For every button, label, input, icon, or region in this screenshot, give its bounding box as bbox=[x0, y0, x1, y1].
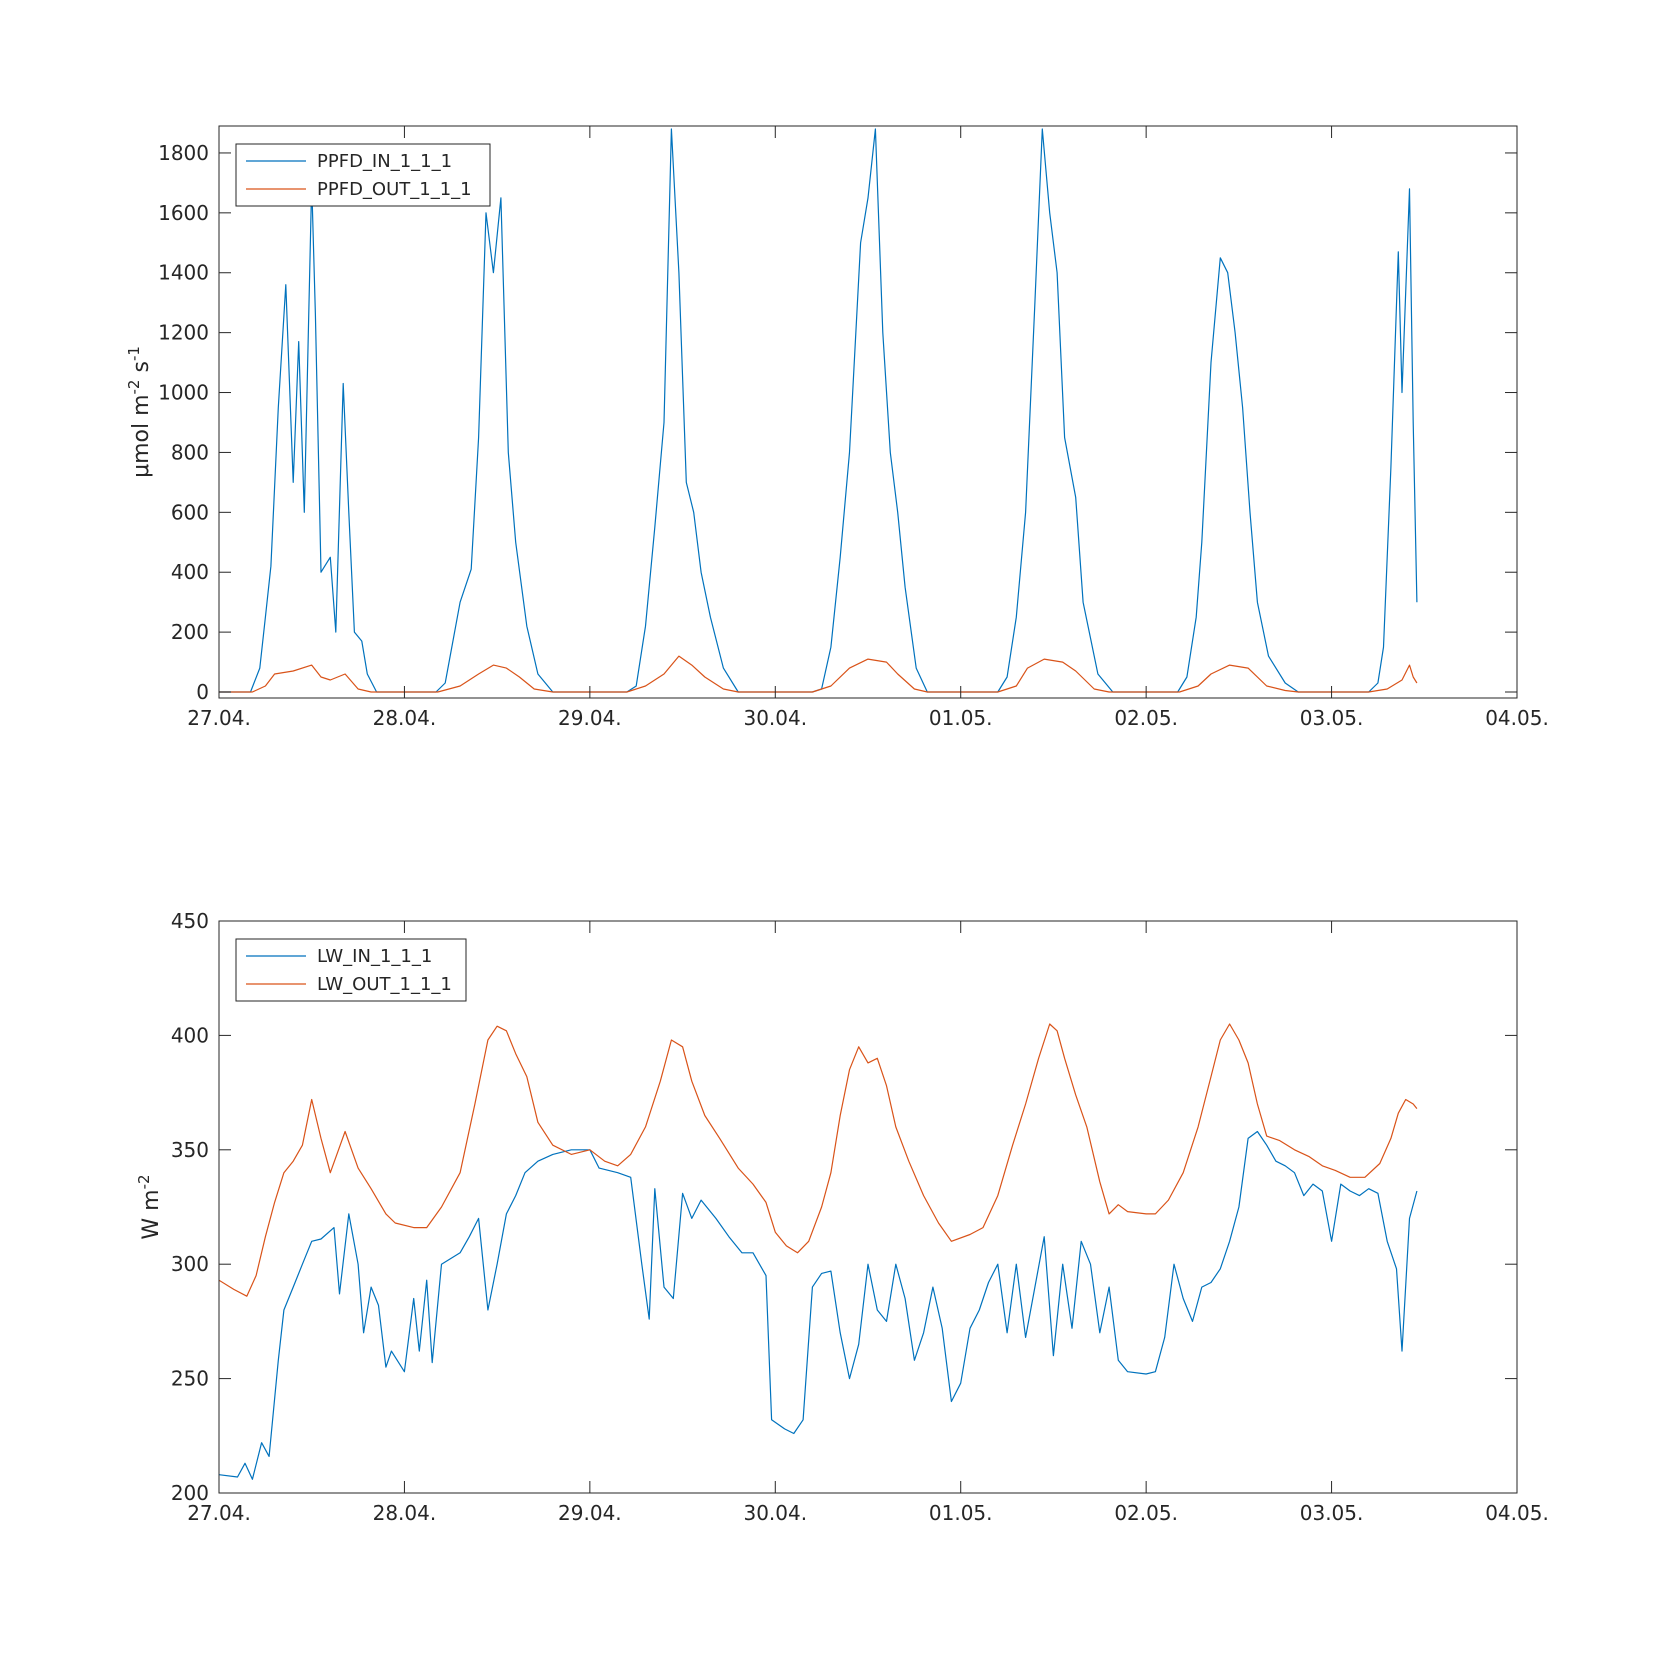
chart-1-ytick-label: 300 bbox=[171, 1252, 209, 1276]
chart-1-legend-box bbox=[235, 938, 467, 1002]
chart-0-ytick-label: 600 bbox=[171, 500, 209, 524]
chart-0-ytick-label: 400 bbox=[171, 560, 209, 584]
chart-0-xtick-label: 03.05. bbox=[1300, 706, 1364, 730]
chart-1-xtick-label: 29.04. bbox=[558, 1501, 622, 1525]
chart-0-legend-label: PPFD_OUT_1_1_1 bbox=[317, 179, 472, 200]
chart-0-ytick-label: 1400 bbox=[158, 261, 209, 285]
chart-1-ytick-label: 250 bbox=[171, 1367, 209, 1391]
chart-1-ytick-label: 350 bbox=[171, 1138, 209, 1162]
chart-1-ytick-label: 400 bbox=[171, 1023, 209, 1047]
chart-0-series-line-ppfd-out-1-1-1 bbox=[219, 655, 1418, 693]
chart-1-xtick-label: 01.05. bbox=[929, 1501, 993, 1525]
chart-0-legend-box bbox=[235, 143, 491, 207]
ppfd-chart: 0 200 400 600 800 1000 1200 1400 1600 1800 27.04. 2… bbox=[125, 125, 1549, 730]
chart-1-series-line-lw-out-1-1-1 bbox=[219, 1023, 1418, 1297]
chart-0-ytick-label: 1800 bbox=[158, 141, 209, 165]
chart-0-axes-box bbox=[218, 125, 1518, 699]
chart-0-ylabel: μmol m-2 s-1 bbox=[125, 346, 154, 478]
chart-1-legend-label: LW_OUT_1_1_1 bbox=[317, 974, 452, 995]
chart-0-ytick-label: 0 bbox=[196, 680, 209, 704]
chart-0-legend: PPFD_IN_1_1_1 PPFD_OUT_1_1_1 bbox=[235, 143, 491, 207]
chart-1-ytick-label: 450 bbox=[171, 909, 209, 933]
chart-1-xtick-label: 04.05. bbox=[1485, 1501, 1549, 1525]
chart-1-xtick-label: 27.04. bbox=[187, 1501, 251, 1525]
chart-1-series-line-lw-in-1-1-1 bbox=[219, 1130, 1418, 1480]
chart-1-legend: LW_IN_1_1_1 LW_OUT_1_1_1 bbox=[235, 938, 467, 1002]
chart-1-xtick-label: 03.05. bbox=[1300, 1501, 1364, 1525]
chart-1-plot-area bbox=[219, 1023, 1418, 1480]
chart-0-xtick-label: 29.04. bbox=[558, 706, 622, 730]
chart-0-legend-label: PPFD_IN_1_1_1 bbox=[317, 151, 452, 172]
chart-0-ytick-label: 800 bbox=[171, 440, 209, 464]
chart-0-ytick-label: 1200 bbox=[158, 321, 209, 345]
chart-0-ytick-label: 200 bbox=[171, 620, 209, 644]
longwave-chart: 200 250 300 350 400 450 27.04. 28.04. 29.04. 30.0… bbox=[135, 909, 1549, 1525]
chart-0-xtick-label: 27.04. bbox=[187, 706, 251, 730]
chart-1-xtick-label: 30.04. bbox=[743, 1501, 807, 1525]
chart-0-ytick-label: 1600 bbox=[158, 201, 209, 225]
chart-1-xtick-label: 02.05. bbox=[1114, 1501, 1178, 1525]
chart-0-xtick-label: 01.05. bbox=[929, 706, 993, 730]
chart-0-xtick-label: 28.04. bbox=[373, 706, 437, 730]
chart-1-axes-box bbox=[218, 920, 1518, 1494]
chart-1-legend-label: LW_IN_1_1_1 bbox=[317, 946, 432, 967]
chart-1-ytick-label: 200 bbox=[171, 1481, 209, 1505]
chart-0-ytick-label: 1000 bbox=[158, 381, 209, 405]
chart-0-xtick-label: 02.05. bbox=[1114, 706, 1178, 730]
chart-1-ylabel: W m-2 bbox=[135, 1174, 164, 1239]
chart-0-plot-area bbox=[219, 128, 1418, 693]
chart-0-xtick-label: 04.05. bbox=[1485, 706, 1549, 730]
chart-0-xtick-label: 30.04. bbox=[743, 706, 807, 730]
chart-1-xtick-label: 28.04. bbox=[373, 1501, 437, 1525]
